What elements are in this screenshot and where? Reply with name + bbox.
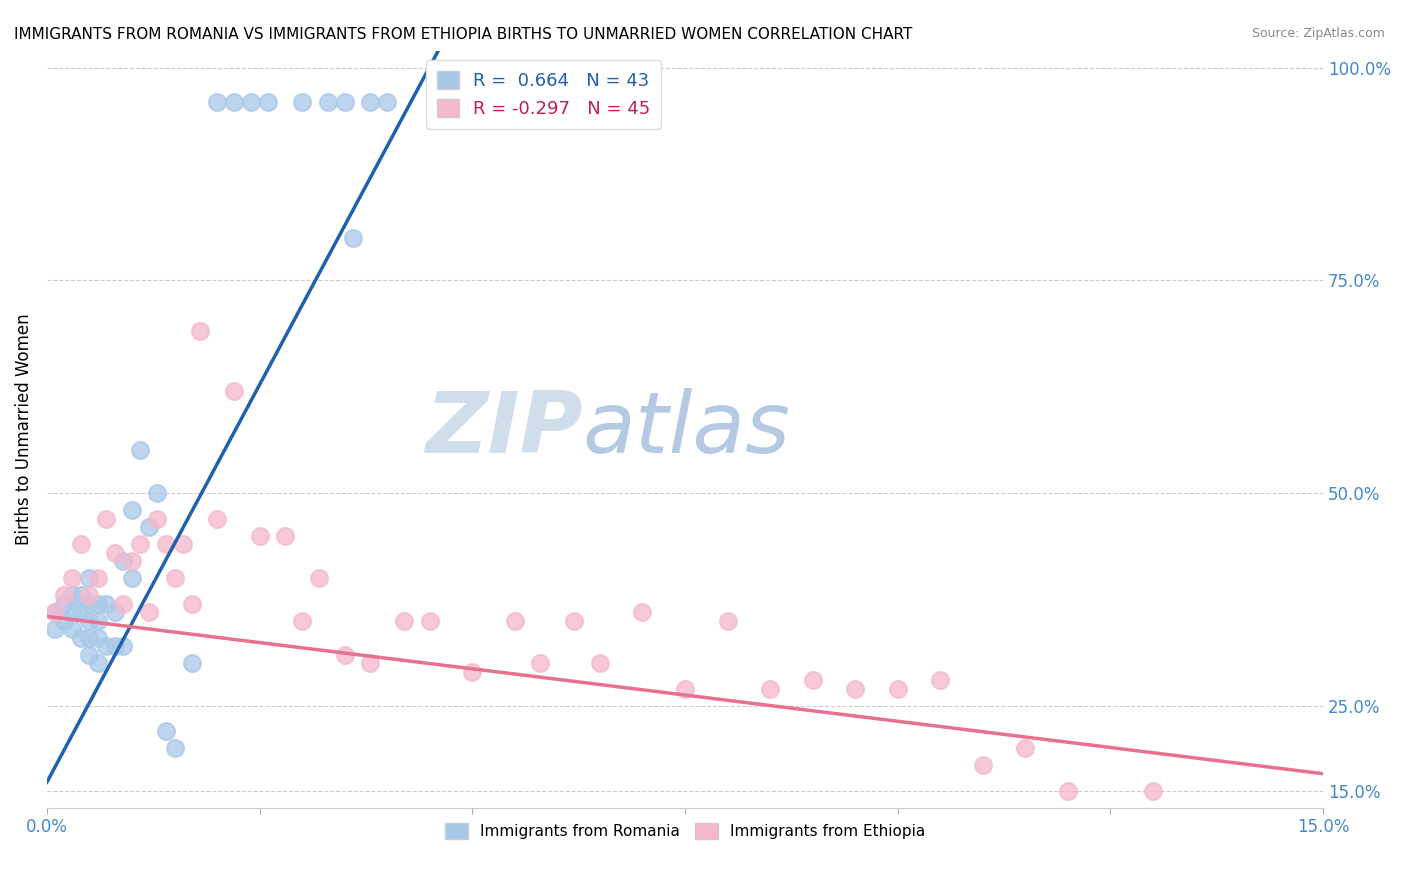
Point	[87, 597, 110, 611]
Point	[257, 95, 280, 109]
Point	[79, 597, 101, 611]
Point	[44, 605, 66, 619]
Point	[180, 597, 202, 611]
Point	[87, 656, 110, 670]
Point	[79, 631, 101, 645]
Point	[70, 588, 93, 602]
Point	[104, 639, 127, 653]
Point	[112, 639, 135, 653]
Point	[419, 614, 441, 628]
Point	[222, 95, 245, 109]
Point	[529, 656, 551, 670]
Point	[1142, 783, 1164, 797]
Point	[249, 528, 271, 542]
Point	[564, 614, 586, 628]
Point	[240, 95, 263, 109]
Point	[87, 571, 110, 585]
Point	[308, 571, 330, 585]
Point	[129, 537, 152, 551]
Point	[359, 95, 381, 109]
Point	[129, 443, 152, 458]
Point	[70, 605, 93, 619]
Point	[138, 605, 160, 619]
Point	[121, 503, 143, 517]
Point	[96, 511, 118, 525]
Point	[333, 648, 356, 662]
Point	[375, 95, 398, 109]
Point	[62, 571, 84, 585]
Point	[146, 511, 169, 525]
Point	[52, 614, 75, 628]
Point	[44, 622, 66, 636]
Point	[52, 588, 75, 602]
Text: ZIP: ZIP	[425, 388, 583, 471]
Point	[87, 614, 110, 628]
Point	[121, 571, 143, 585]
Text: IMMIGRANTS FROM ROMANIA VS IMMIGRANTS FROM ETHIOPIA BIRTHS TO UNMARRIED WOMEN CO: IMMIGRANTS FROM ROMANIA VS IMMIGRANTS FR…	[14, 27, 912, 42]
Point	[1014, 741, 1036, 756]
Point	[70, 631, 93, 645]
Point	[52, 597, 75, 611]
Point	[96, 597, 118, 611]
Y-axis label: Births to Unmarried Women: Births to Unmarried Women	[15, 313, 32, 545]
Point	[801, 673, 824, 688]
Point	[112, 554, 135, 568]
Point	[87, 631, 110, 645]
Point	[316, 95, 339, 109]
Point	[929, 673, 952, 688]
Point	[333, 95, 356, 109]
Point	[44, 605, 66, 619]
Point	[394, 614, 416, 628]
Point	[138, 520, 160, 534]
Point	[79, 614, 101, 628]
Point	[205, 511, 228, 525]
Point	[461, 665, 484, 679]
Text: Source: ZipAtlas.com: Source: ZipAtlas.com	[1251, 27, 1385, 40]
Point	[673, 681, 696, 696]
Point	[112, 597, 135, 611]
Point	[222, 384, 245, 398]
Point	[589, 656, 612, 670]
Point	[759, 681, 782, 696]
Point	[291, 614, 314, 628]
Point	[155, 724, 177, 739]
Point	[70, 537, 93, 551]
Point	[972, 758, 994, 772]
Point	[188, 325, 211, 339]
Point	[121, 554, 143, 568]
Point	[274, 528, 297, 542]
Point	[163, 741, 186, 756]
Point	[716, 614, 738, 628]
Point	[172, 537, 194, 551]
Point	[844, 681, 866, 696]
Point	[503, 614, 526, 628]
Point	[631, 605, 654, 619]
Point	[79, 588, 101, 602]
Point	[163, 571, 186, 585]
Point	[146, 486, 169, 500]
Point	[155, 537, 177, 551]
Point	[62, 588, 84, 602]
Point	[886, 681, 908, 696]
Point	[79, 648, 101, 662]
Text: atlas: atlas	[583, 388, 792, 471]
Point	[104, 545, 127, 559]
Point	[180, 656, 202, 670]
Point	[79, 571, 101, 585]
Point	[96, 639, 118, 653]
Point	[1057, 783, 1080, 797]
Legend: Immigrants from Romania, Immigrants from Ethiopia: Immigrants from Romania, Immigrants from…	[439, 817, 931, 846]
Point	[342, 231, 364, 245]
Point	[291, 95, 314, 109]
Point	[62, 622, 84, 636]
Point	[205, 95, 228, 109]
Point	[104, 605, 127, 619]
Point	[62, 605, 84, 619]
Point	[359, 656, 381, 670]
